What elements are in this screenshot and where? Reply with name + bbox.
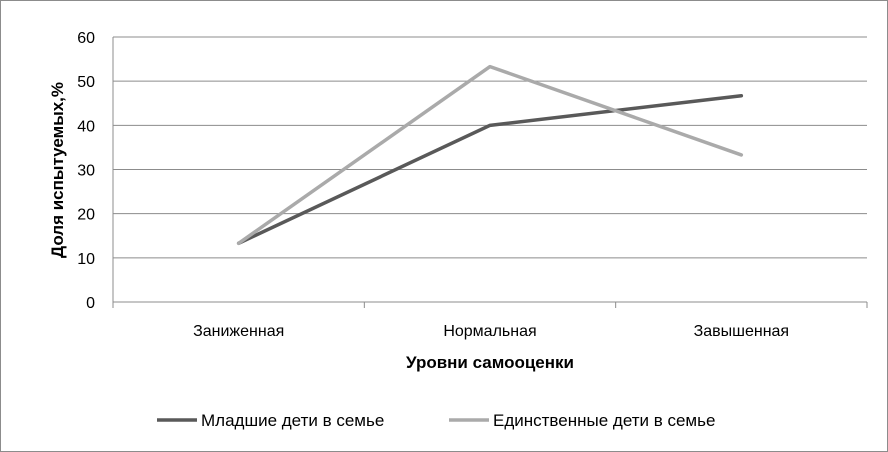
y-tick-label: 10 — [77, 251, 95, 268]
x-tick-label: Заниженная — [193, 323, 284, 340]
x-axis-title: Уровни самооценки — [406, 353, 574, 372]
x-tick-label: Нормальная — [443, 323, 536, 340]
x-tick-label: Завышенная — [694, 323, 790, 340]
legend-label-2: Единственные дети в семье — [493, 411, 715, 430]
legend-label-1: Младшие дети в семье — [201, 411, 384, 430]
y-tick-label: 60 — [77, 30, 95, 47]
legend: Младшие дети в семье Единственные дети в … — [157, 411, 715, 430]
gridlines — [113, 36, 867, 259]
series-lines — [236, 64, 744, 246]
y-axis-title: Доля испытуемых,% — [48, 82, 67, 258]
y-tick-label: 20 — [77, 207, 95, 224]
y-tick-label: 0 — [86, 295, 95, 312]
x-tick-labels: Заниженная Нормальная Завышенная — [193, 323, 789, 340]
series-line-2 — [236, 64, 744, 246]
y-tick-labels: 0 10 20 30 40 50 60 — [77, 30, 95, 312]
y-tick-label: 50 — [77, 74, 95, 91]
axes — [112, 37, 868, 308]
y-tick-label: 40 — [77, 118, 95, 135]
y-tick-label: 30 — [77, 163, 95, 180]
